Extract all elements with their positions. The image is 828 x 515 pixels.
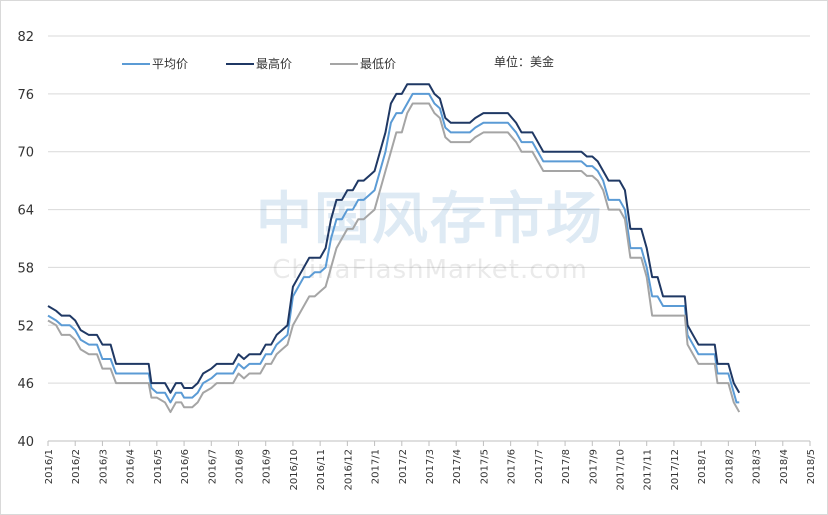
y-tick-label: 64: [17, 204, 34, 219]
x-tick-label: 2016/3: [98, 449, 109, 484]
series-line-2: [47, 83, 741, 394]
x-tick-label: 2017/12: [670, 449, 681, 491]
x-tick-label: 2016/4: [126, 449, 137, 484]
x-tick-label: 2016/10: [289, 449, 300, 491]
x-tick-label: 2016/5: [153, 449, 164, 484]
series-lines: [47, 83, 741, 414]
x-tick-label: 2016/12: [343, 449, 354, 491]
y-tick-label: 76: [17, 88, 34, 103]
x-tick-label: 2017/9: [588, 449, 599, 484]
y-axis-ticks: 82 76 70 64 58 52 46 40: [17, 30, 34, 450]
x-tick-label: 2017/11: [643, 449, 654, 491]
x-tick-label: 2017/5: [479, 449, 490, 484]
x-tick-label: 2016/6: [180, 449, 191, 484]
x-tick-label: 2016/1: [44, 449, 55, 484]
x-tick-label: 2016/8: [235, 449, 246, 484]
series-line-3: [47, 102, 741, 414]
x-tick-label: 2017/1: [371, 449, 382, 484]
watermark-cn: 中国风存市场: [256, 187, 604, 252]
y-tick-label: 58: [17, 261, 34, 276]
x-tick-label: 2016/11: [316, 449, 327, 491]
y-tick-label: 70: [17, 146, 34, 161]
y-tick-label: 82: [17, 30, 34, 45]
watermark-en: ChinaFlashMarket.com: [272, 255, 588, 285]
legend-label: 最高价: [256, 56, 292, 71]
unit-label: 单位：美金: [494, 54, 554, 69]
y-tick-label: 46: [17, 377, 34, 392]
x-axis-ticks: 2016/1 2016/2 2016/3 2016/4 2016/5 2016/6 2016…: [44, 441, 817, 491]
x-tick-label: 2016/7: [207, 449, 218, 484]
x-tick-label: 2018/4: [779, 449, 790, 484]
legend-label: 平均价: [152, 57, 188, 71]
x-tick-label: 2017/10: [616, 449, 627, 491]
watermark: 中国风存市场 ChinaFlashMarket.com: [256, 187, 604, 285]
x-tick-label: 2018/1: [697, 449, 708, 484]
x-tick-label: 2018/3: [752, 449, 763, 484]
gridlines: [48, 35, 810, 442]
y-tick-label: 52: [17, 319, 34, 334]
x-tick-label: 2016/2: [71, 449, 82, 484]
x-tick-label: 2016/9: [262, 449, 273, 484]
x-tick-label: 2018/2: [724, 449, 735, 484]
legend: 平均价 最高价 最低价: [122, 56, 396, 71]
legend-label: 最低价: [360, 57, 396, 71]
x-tick-label: 2017/2: [398, 449, 409, 484]
x-tick-label: 2018/5: [806, 449, 817, 484]
x-tick-label: 2017/3: [425, 449, 436, 484]
y-tick-label: 40: [17, 435, 34, 450]
x-tick-label: 2017/7: [534, 449, 545, 484]
x-tick-label: 2017/6: [507, 449, 518, 484]
series-line-1: [47, 92, 740, 404]
x-tick-label: 2017/4: [452, 449, 463, 484]
x-tick-label: 2017/8: [561, 449, 572, 484]
